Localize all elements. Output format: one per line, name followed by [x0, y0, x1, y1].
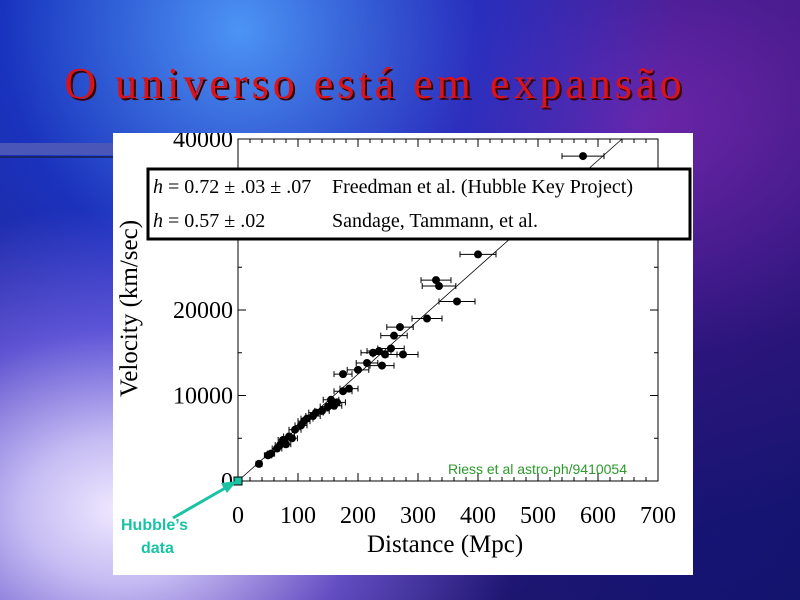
legend-h-symbol: h: [153, 176, 163, 198]
legend-box: h = 0.72 ± .03 ± .07 Freedman et al. (Hu…: [146, 167, 692, 241]
data-point: [354, 365, 362, 374]
data-point: [387, 344, 395, 353]
data-point: [453, 297, 461, 306]
annotation-arrowhead: [221, 481, 237, 493]
data-point: [474, 250, 482, 259]
x-axis-label: Distance (Mpc): [367, 531, 523, 558]
data-point: [363, 359, 371, 368]
data-point: [375, 347, 383, 356]
source-note: Riess et al astro-ph/9410054: [448, 461, 627, 477]
legend-entry-1: h = 0.72 ± .03 ± .07: [153, 176, 311, 198]
y-axis-label: Velocity (km/sec): [116, 220, 143, 397]
legend-pm-sign: ±: [219, 176, 240, 198]
data-point: [378, 361, 386, 370]
legend-pm-sign: ±: [265, 176, 286, 198]
decorative-stripe: [0, 143, 113, 155]
hubble-data-label-line1: Hubble’s: [121, 517, 188, 534]
data-point: [303, 414, 311, 423]
data-point: [291, 425, 299, 434]
x-tick-label: 400: [460, 503, 496, 529]
x-tick-label: 0: [232, 503, 244, 529]
data-point: [381, 350, 389, 359]
legend-h-value-2: 0.57: [184, 210, 219, 232]
decorative-stripe-line: [0, 156, 113, 158]
data-point: [267, 449, 275, 458]
data-point: [288, 434, 296, 443]
data-point: [339, 370, 347, 379]
legend-error-2a: .02: [240, 210, 265, 232]
x-tick-label: 600: [580, 503, 616, 529]
legend-label-2: Sandage, Tammann, et al.: [332, 210, 538, 232]
x-tick-label: 300: [400, 503, 436, 529]
data-point: [396, 323, 404, 332]
annotation-arrow: [172, 481, 235, 520]
legend-pm-sign: ±: [219, 210, 240, 232]
y-tick-label: 20000: [173, 298, 233, 324]
y-tick-label: 40000: [173, 133, 233, 153]
legend-eq: =: [163, 176, 184, 198]
legend-h-symbol: h: [153, 210, 163, 232]
data-point: [345, 384, 353, 393]
data-point: [432, 276, 440, 285]
slide-title: O universo está em expansão: [64, 59, 686, 108]
x-tick-label: 100: [280, 503, 316, 529]
x-tick-label: 200: [340, 503, 376, 529]
data-point: [339, 387, 347, 396]
hubble-data-label-line2: data: [141, 540, 174, 557]
x-tick-label: 700: [640, 503, 676, 529]
legend-label-1: Freedman et al. (Hubble Key Project): [332, 176, 633, 198]
data-point: [579, 152, 587, 161]
x-tick-label: 500: [520, 503, 556, 529]
data-point: [333, 398, 341, 407]
hubble-diagram-chart: 0 100 200 300 400 500 600 700 0100002000040000 …: [116, 133, 692, 558]
legend-error-1a: .03: [240, 176, 265, 198]
legend-error-1b: .07: [286, 176, 311, 198]
hubble-data-marker: [233, 476, 243, 486]
data-point: [282, 440, 290, 449]
data-point: [255, 459, 263, 468]
data-point: [435, 282, 443, 291]
hubble-annotation: Hubble’s data: [121, 481, 237, 557]
legend-entry-2: h = 0.57 ± .02: [153, 210, 265, 232]
y-tick-label: 10000: [173, 384, 233, 410]
chart-panel: 0 100 200 300 400 500 600 700 0 10000 20000 40000 …: [113, 133, 693, 575]
legend-eq: =: [163, 210, 184, 232]
data-point: [423, 314, 431, 323]
data-point: [399, 350, 407, 359]
legend-h-value-1: 0.72: [184, 176, 219, 198]
data-point: [390, 331, 398, 340]
